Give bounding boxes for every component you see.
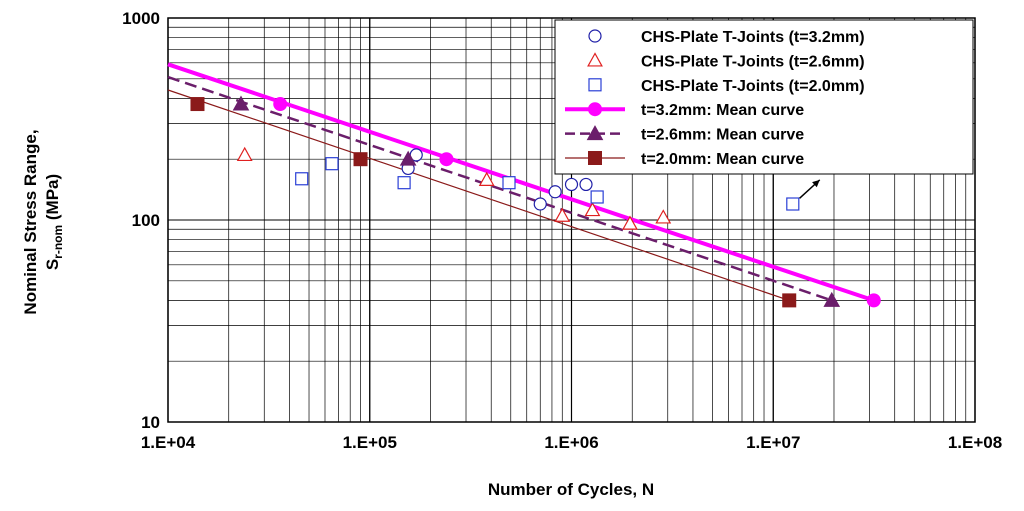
annotations bbox=[799, 179, 821, 199]
y-tick-label: 100 bbox=[132, 211, 160, 230]
grid bbox=[167, 17, 976, 423]
legend-label: t=2.0mm: Mean curve bbox=[641, 151, 804, 168]
data-point bbox=[232, 95, 250, 111]
data-point bbox=[823, 291, 841, 307]
x-axis-title: Number of Cycles, N bbox=[488, 480, 654, 499]
legend-marker bbox=[588, 29, 602, 43]
data-point bbox=[579, 177, 593, 192]
data-point bbox=[236, 146, 253, 162]
x-tick-label: 1.E+06 bbox=[544, 433, 598, 452]
legend-marker bbox=[586, 125, 604, 141]
legend-marker bbox=[587, 52, 603, 67]
legend-marker bbox=[588, 151, 602, 165]
data-point bbox=[584, 201, 601, 217]
legend-box bbox=[554, 19, 974, 175]
legend-label: t=3.2mm: Mean curve bbox=[641, 102, 804, 119]
data-point bbox=[190, 97, 205, 112]
data-point bbox=[782, 293, 797, 308]
legend: CHS-Plate T-Joints (t=3.2mm) CHS-Plate T-… bbox=[554, 19, 974, 175]
legend-label: CHS-Plate T-Joints (t=2.6mm) bbox=[641, 53, 865, 70]
data-point bbox=[533, 197, 547, 211]
y-axis-title-subscript: r-nom bbox=[51, 225, 65, 259]
y-axis-title-line2: Sr-nom (MPa) bbox=[43, 174, 65, 270]
legend-item: t=2.0mm: Mean curve bbox=[565, 151, 804, 168]
y-tick-label: 1000 bbox=[122, 9, 160, 28]
legend-marker bbox=[588, 102, 602, 117]
data-point bbox=[622, 215, 638, 230]
tick-labels: 1.E+04 1.E+05 1.E+06 1.E+07 1.E+08 10 100 1000 bbox=[122, 9, 1002, 452]
data-point bbox=[866, 293, 881, 308]
series-line bbox=[167, 89, 790, 301]
data-point bbox=[295, 172, 309, 186]
data-point bbox=[548, 185, 562, 199]
legend-item: t=3.2mm: Mean curve bbox=[565, 102, 804, 119]
y-axis-title: Nominal Stress Range, Sr-nom (MPa) bbox=[21, 129, 65, 314]
data-point bbox=[786, 197, 800, 211]
plot-area-frame bbox=[167, 17, 976, 423]
legend-item: CHS-Plate T-Joints (t=3.2mm) bbox=[588, 29, 865, 46]
data-point bbox=[478, 171, 495, 186]
legend-marker bbox=[588, 78, 602, 92]
x-tick-label: 1.E+07 bbox=[746, 433, 800, 452]
series bbox=[167, 62, 881, 308]
x-tick-label: 1.E+04 bbox=[141, 433, 196, 452]
data-point bbox=[325, 157, 339, 171]
y-axis-title-line1: Nominal Stress Range, bbox=[21, 129, 40, 314]
x-tick-label: 1.E+08 bbox=[948, 433, 1002, 452]
data-point bbox=[590, 190, 604, 204]
data-point bbox=[655, 209, 672, 224]
y-axis-title-unit: (MPa) bbox=[43, 174, 62, 225]
legend-label: CHS-Plate T-Joints (t=3.2mm) bbox=[641, 29, 865, 46]
data-point bbox=[564, 177, 579, 192]
data-point bbox=[353, 152, 368, 167]
data-point bbox=[554, 207, 571, 222]
y-tick-label: 10 bbox=[141, 413, 160, 432]
legend-item: t=2.6mm: Mean curve bbox=[565, 125, 804, 144]
data-point bbox=[439, 152, 454, 167]
annotation-arrow-head bbox=[812, 179, 820, 188]
x-tick-label: 1.E+05 bbox=[343, 433, 397, 452]
legend-item: CHS-Plate T-Joints (t=2.6mm) bbox=[587, 52, 865, 70]
data-point bbox=[399, 150, 417, 166]
y-axis-title-symbol: S bbox=[43, 259, 62, 270]
data-point bbox=[502, 176, 516, 190]
data-point bbox=[273, 97, 288, 112]
legend-label: CHS-Plate T-Joints (t=2.0mm) bbox=[641, 78, 865, 95]
legend-item: CHS-Plate T-Joints (t=2.0mm) bbox=[588, 78, 865, 95]
legend-label: t=2.6mm: Mean curve bbox=[641, 127, 804, 144]
data-point bbox=[397, 176, 411, 190]
series-line bbox=[167, 75, 833, 302]
